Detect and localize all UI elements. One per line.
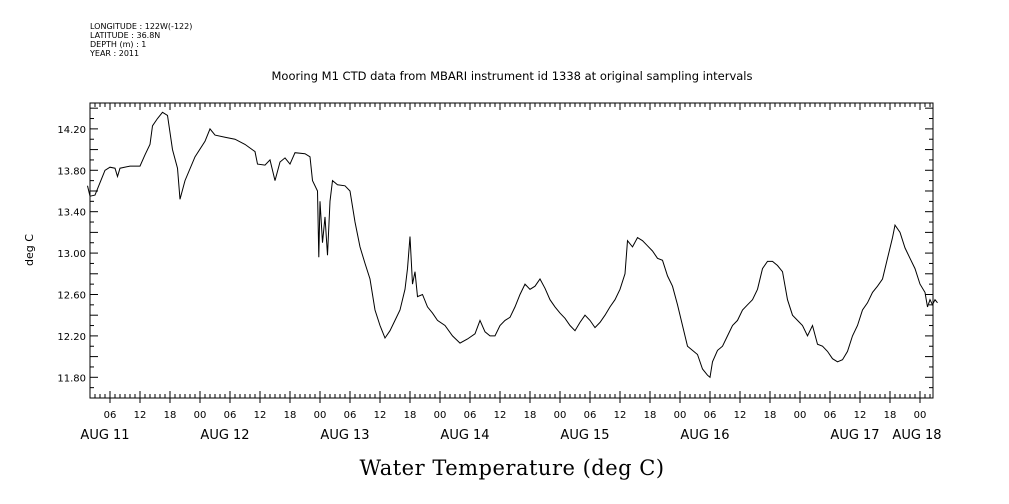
x-hour-label: 12 xyxy=(134,410,147,421)
x-hour-label: 12 xyxy=(374,410,387,421)
x-hour-label: 06 xyxy=(464,410,477,421)
x-hour-label: 06 xyxy=(704,410,717,421)
x-day-label: AUG 18 xyxy=(892,428,941,443)
temperature-series-line xyxy=(87,111,938,379)
x-hour-label: 12 xyxy=(614,410,627,421)
y-tick-label: 12.20 xyxy=(57,332,86,343)
y-axis: 14.20 13.80 13.40 13.00 12.60 12.20 11.80 xyxy=(57,107,933,389)
x-hour-label: 12 xyxy=(494,410,507,421)
longitude-text: LONGITUDE : 122W(-122) xyxy=(90,22,193,31)
x-hour-label: 18 xyxy=(404,410,417,421)
x-hour-label: 18 xyxy=(764,410,777,421)
x-hour-label: 00 xyxy=(314,410,327,421)
plot-frame xyxy=(89,102,934,399)
x-day-label: AUG 17 xyxy=(830,428,879,443)
x-hour-label: 06 xyxy=(344,410,357,421)
x-day-label: AUG 14 xyxy=(440,428,489,443)
y-tick-label: 11.80 xyxy=(57,373,86,384)
x-hour-label: 00 xyxy=(674,410,687,421)
x-hour-label: 06 xyxy=(224,410,237,421)
x-hour-label: 18 xyxy=(164,410,177,421)
x-day-label: AUG 13 xyxy=(320,428,369,443)
x-axis-label: Water Temperature (deg C) xyxy=(359,456,664,480)
y-tick-label: 13.00 xyxy=(57,249,86,260)
x-day-label: AUG 15 xyxy=(560,428,609,443)
x-hour-label: 00 xyxy=(554,410,567,421)
year-text: YEAR : 2011 xyxy=(90,49,140,58)
x-hour-label: 18 xyxy=(284,410,297,421)
x-hour-label: 12 xyxy=(734,410,747,421)
x-hour-label: 00 xyxy=(194,410,207,421)
x-day-label: AUG 12 xyxy=(200,428,249,443)
y-tick-label: 14.20 xyxy=(57,125,86,136)
x-hour-label: 06 xyxy=(584,410,597,421)
x-hour-label: 18 xyxy=(884,410,897,421)
x-axis: 06 12 18 00 06 12 18 00 06 12 18 00 06 12 18 00 06 12 18 00… xyxy=(80,103,942,443)
x-hour-label: 00 xyxy=(434,410,447,421)
y-tick-label: 12.60 xyxy=(57,290,86,301)
x-hour-label: 18 xyxy=(524,410,537,421)
y-tick-label: 13.40 xyxy=(57,208,86,219)
x-day-label: AUG 11 xyxy=(80,428,129,443)
depth-text: DEPTH (m) : 1 xyxy=(90,40,147,49)
x-hour-label: 00 xyxy=(914,410,927,421)
x-hour-label: 12 xyxy=(854,410,867,421)
x-hour-label: 06 xyxy=(824,410,837,421)
x-hour-label: 18 xyxy=(644,410,657,421)
y-tick-label: 13.80 xyxy=(57,166,86,177)
x-day-label: AUG 16 xyxy=(680,428,729,443)
x-hour-label: 06 xyxy=(104,410,117,421)
chart-title: Mooring M1 CTD data from MBARI instrumen… xyxy=(272,69,753,83)
x-hour-label: 00 xyxy=(794,410,807,421)
latitude-text: LATITUDE : 36.8N xyxy=(90,31,161,40)
y-axis-label: deg C xyxy=(23,234,36,266)
x-hour-label: 12 xyxy=(254,410,267,421)
metadata-block: LONGITUDE : 122W(-122) LATITUDE : 36.8N … xyxy=(90,22,192,58)
